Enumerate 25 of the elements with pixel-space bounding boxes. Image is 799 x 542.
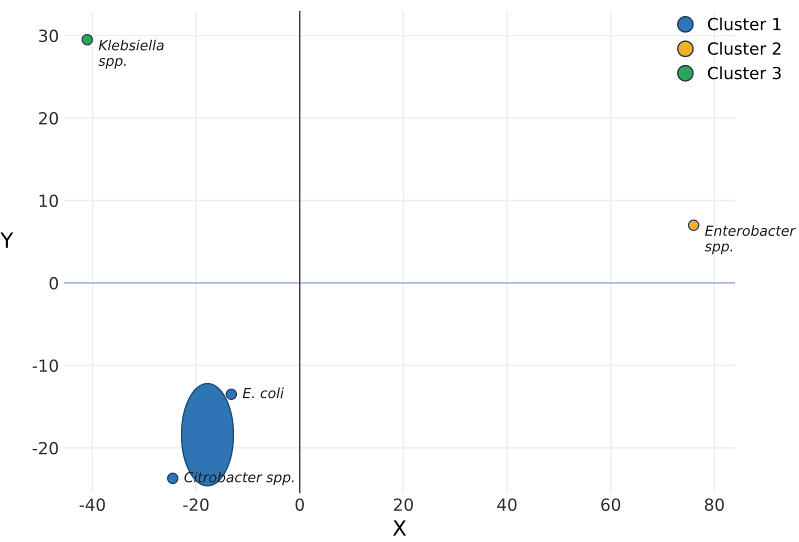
- legend-label: Cluster 3: [708, 66, 781, 80]
- x-axis-title: X: [392, 520, 406, 536]
- x-tick-label: 60: [601, 498, 620, 511]
- y-tick-label: 0: [50, 276, 58, 290]
- legend-label: Cluster 1: [708, 18, 781, 30]
- point: [226, 388, 238, 400]
- x-tick-label: -20: [183, 498, 209, 511]
- y-tick-label: 10: [40, 194, 58, 208]
- annotation: Klebsiella spp.: [98, 40, 164, 69]
- x-tick-label: 0: [296, 498, 304, 511]
- y-tick-label: 30: [39, 30, 58, 42]
- x-tick-label: 80: [704, 498, 724, 511]
- y-tick-label: -10: [32, 359, 58, 372]
- y-tick-label: 20: [39, 112, 58, 125]
- point: [82, 34, 93, 46]
- point: [688, 220, 700, 231]
- x-tick-label: -40: [80, 498, 105, 511]
- y-axis-title: Y: [0, 232, 14, 248]
- annotation: Enterobacter spp.: [704, 225, 796, 254]
- x-tick-label: 40: [497, 498, 517, 511]
- y-tick-label: -20: [32, 442, 58, 454]
- annotation: E. coli: [242, 388, 284, 398]
- legend-label: Cluster 2: [708, 42, 780, 55]
- x-tick-label: 20: [394, 498, 413, 511]
- point: [167, 472, 178, 484]
